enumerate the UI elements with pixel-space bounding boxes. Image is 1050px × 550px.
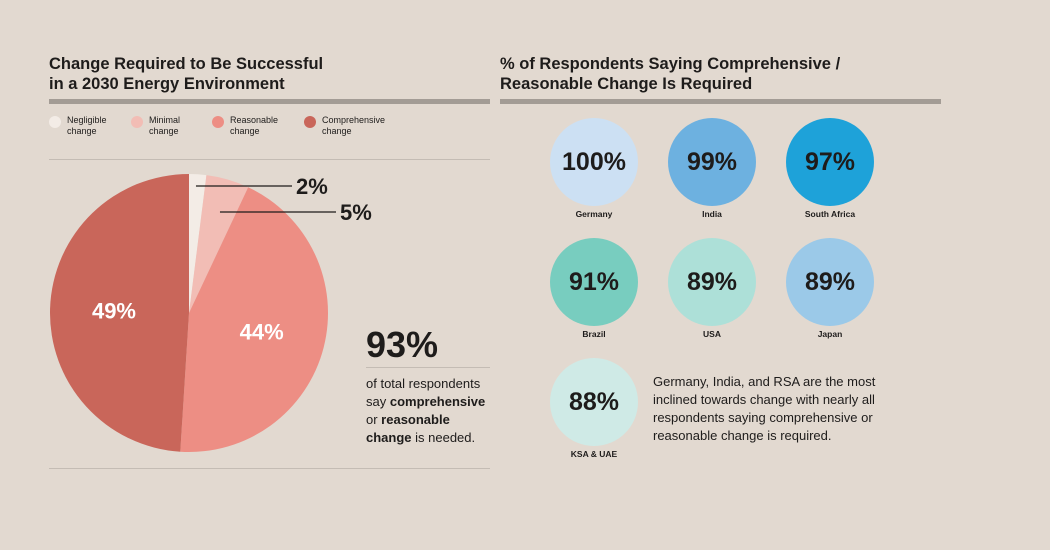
right-title-rule: [500, 99, 941, 104]
bubble-country-label: India: [702, 209, 722, 219]
pie-chart-title-line: in a 2030 Energy Environment: [49, 75, 285, 93]
bubble-country-label: USA: [703, 329, 721, 339]
slice-value-label: 2%: [296, 174, 328, 199]
note-line: reasonable change is required.: [653, 428, 832, 443]
legend-label-line: Comprehensive: [322, 115, 386, 125]
legend-label: Reasonable change: [230, 115, 300, 136]
pie-chart-title-line: Change Required to Be Successful: [49, 55, 324, 73]
bubble-country-label: Germany: [575, 209, 613, 219]
legend-item-minimal: Minimal change: [131, 115, 219, 136]
legend-item-negligible: Negligible change: [49, 115, 137, 136]
summary-line-bold: comprehensive: [389, 394, 486, 409]
bubble-country-label: Brazil: [582, 329, 606, 339]
summary-text: of total respondents say comprehensive o…: [366, 375, 506, 447]
pie-slice: [180, 187, 328, 452]
bubble-country-label: Japan: [817, 329, 843, 339]
summary-line-pre: of total respondents: [366, 376, 481, 391]
bubble-note: Germany, India, and RSA are the most inc…: [653, 373, 943, 445]
bubble-country-label: South Africa: [804, 209, 856, 219]
stat-divider: [366, 367, 490, 368]
summary-line-pre: or: [366, 412, 382, 427]
summary-line: change is needed.: [366, 429, 506, 447]
bubble-chart-title: % of Respondents Saying Comprehensive / …: [500, 54, 940, 94]
note-line: respondents saying comprehensive or: [653, 410, 873, 425]
legend-swatch: [304, 116, 316, 128]
bubble-value: 100%: [550, 118, 638, 206]
summary-big-value: 93%: [366, 324, 439, 365]
note-line: inclined towards change with nearly all: [653, 392, 875, 407]
summary-line-pre: say: [366, 394, 390, 409]
summary-line-bold: change: [366, 430, 412, 445]
pie-slice: [50, 174, 189, 452]
summary-line: say comprehensive: [366, 393, 506, 411]
bubble-value: 97%: [786, 118, 874, 206]
summary-line-bold: reasonable: [381, 412, 450, 427]
legend-label: Minimal change: [149, 115, 219, 136]
summary-line: of total respondents: [366, 375, 506, 393]
pie-chart-title: Change Required to Be Successful in a 20…: [49, 54, 469, 94]
legend-swatch: [131, 116, 143, 128]
summary-line: or reasonable: [366, 411, 506, 429]
slice-value-label: 44%: [240, 320, 284, 345]
legend-item-reasonable: Reasonable change: [212, 115, 300, 136]
legend-label-line: change: [67, 125, 97, 136]
legend-label: Comprehensive change: [322, 115, 392, 136]
legend-label-line: Reasonable: [230, 115, 279, 125]
legend-label-line: Minimal: [149, 115, 181, 125]
slice-value-label: 49%: [92, 299, 136, 324]
legend-label-line: change: [322, 125, 352, 136]
pie-slice: [189, 175, 249, 313]
bubble-value: 99%: [668, 118, 756, 206]
left-bottom-divider: [49, 468, 490, 469]
bubble-chart-title-line: % of Respondents Saying Comprehensive /: [500, 55, 841, 73]
bubble-value: 88%: [550, 358, 638, 446]
legend-label-line: Negligible: [67, 115, 107, 125]
pie-slice: [189, 174, 207, 313]
bubble-value: 91%: [550, 238, 638, 326]
left-title-rule: [49, 99, 490, 104]
legend-label: Negligible change: [67, 115, 137, 136]
bubble-value: 89%: [668, 238, 756, 326]
note-line: Germany, India, and RSA are the most: [653, 374, 876, 389]
legend-divider: [49, 159, 490, 160]
legend-item-comprehensive: Comprehensive change: [304, 115, 392, 136]
bubble-value: 89%: [786, 238, 874, 326]
legend-swatch: [212, 116, 224, 128]
pie-legend: Negligible change Minimal change Reasona…: [49, 115, 469, 141]
slice-value-label: 5%: [340, 200, 372, 225]
legend-swatch: [49, 116, 61, 128]
summary-line-post: is needed.: [411, 430, 476, 445]
bubble-chart-title-line: Reasonable Change Is Required: [500, 75, 753, 93]
legend-label-line: change: [230, 125, 260, 136]
legend-label-line: change: [149, 125, 179, 136]
bubble-country-label: KSA & UAE: [570, 449, 618, 459]
